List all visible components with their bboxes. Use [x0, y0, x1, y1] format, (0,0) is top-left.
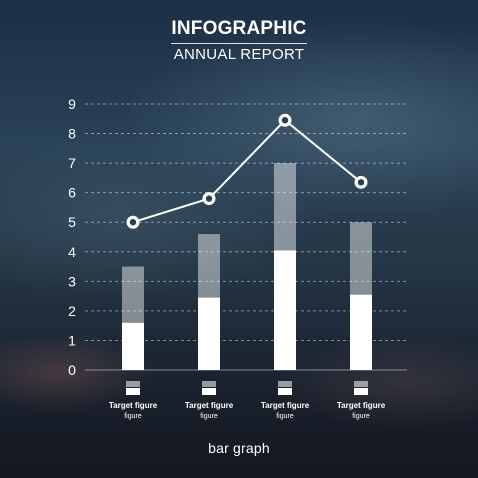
category-swatch-bottom: [202, 388, 216, 395]
category-swatch-bottom: [126, 388, 140, 395]
y-tick-label: 0: [68, 362, 76, 378]
line-point-center: [281, 117, 289, 124]
category-swatch-top: [354, 381, 368, 387]
x-category-sublabel: figure: [200, 413, 218, 420]
line-point-center: [129, 219, 137, 226]
chart-subtitle: ANNUAL REPORT: [173, 46, 305, 63]
y-tick-label: 7: [68, 155, 76, 171]
y-tick-label: 4: [68, 244, 76, 260]
title-block: INFOGRAPHIC ANNUAL REPORT: [0, 18, 478, 63]
bar-upper: [274, 163, 296, 251]
bar-lower: [350, 294, 372, 370]
bar-upper: [350, 222, 372, 295]
category-swatch-top: [278, 381, 292, 387]
bar-upper: [122, 266, 144, 323]
y-tick-label: 9: [68, 96, 76, 112]
y-tick-label: 8: [68, 126, 76, 142]
y-tick-label: 2: [68, 303, 76, 319]
category-swatch-top: [126, 381, 140, 387]
x-category-sublabel: figure: [276, 413, 294, 420]
chart-title: INFOGRAPHIC: [171, 18, 307, 44]
x-category-sublabel: figure: [352, 413, 370, 420]
category-swatch-bottom: [354, 388, 368, 395]
y-tick-label: 6: [68, 185, 76, 201]
line-point-center: [357, 179, 365, 186]
x-category-label: Target figure: [337, 401, 386, 410]
y-tick-label: 1: [68, 332, 76, 348]
x-category-label: Target figure: [109, 401, 158, 410]
x-category-sublabel: figure: [124, 413, 142, 420]
bar-lower: [274, 250, 296, 370]
category-swatch-bottom: [278, 388, 292, 395]
x-category-label: Target figure: [261, 401, 310, 410]
bar-upper: [198, 234, 220, 298]
bar-lower: [122, 322, 144, 370]
y-tick-label: 5: [68, 214, 76, 230]
line-series: [132, 118, 362, 224]
chart-caption: bar graph: [208, 440, 270, 456]
category-swatch-top: [202, 381, 216, 387]
x-category-label: Target figure: [185, 401, 234, 410]
line-point-center: [205, 195, 213, 202]
bar-lower: [198, 297, 220, 370]
y-tick-label: 3: [68, 273, 76, 289]
